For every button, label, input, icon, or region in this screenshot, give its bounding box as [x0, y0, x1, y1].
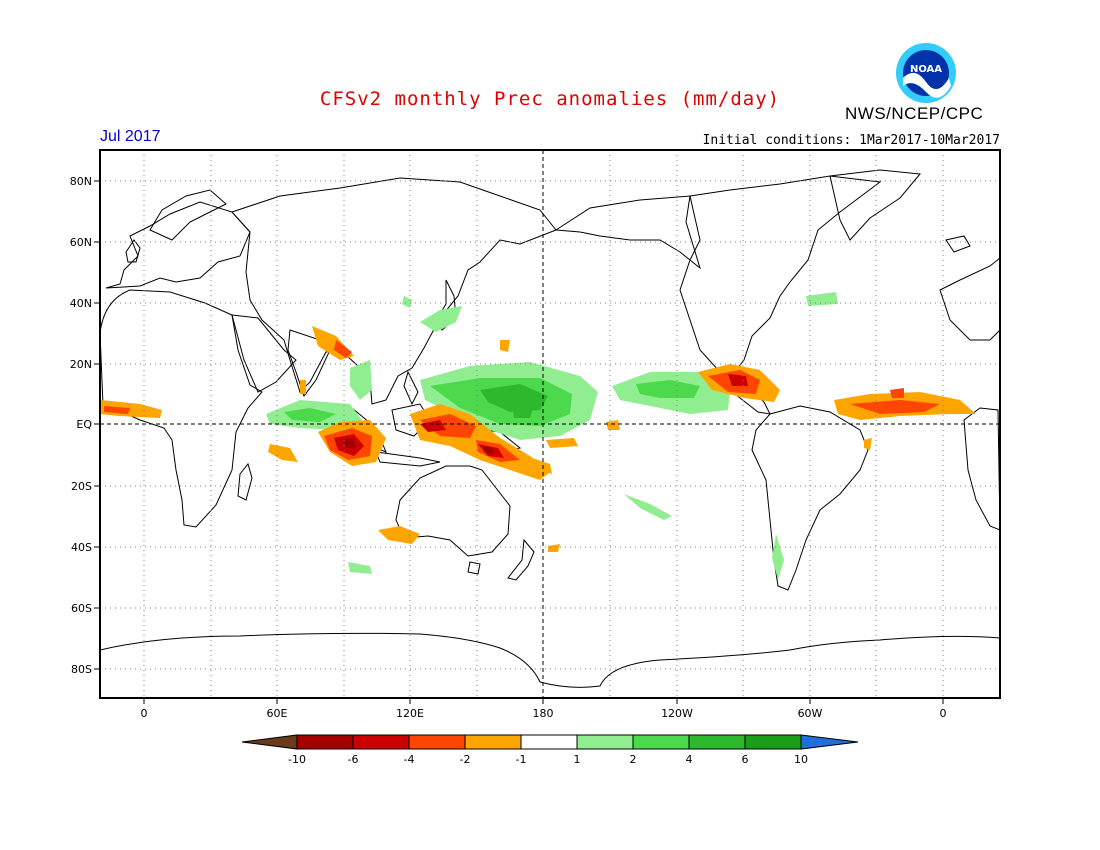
colorbar-swatch — [296, 734, 354, 750]
lon-label: 0 — [141, 707, 148, 720]
latitude-labels: 80N 60N 40N 20N EQ 20S 40S 60S 80S — [70, 175, 93, 676]
colorbar-label: 6 — [742, 753, 749, 766]
colorbar-swatch — [520, 734, 578, 750]
axis-ticks — [94, 180, 944, 704]
lat-label: 20S — [71, 480, 92, 493]
colorbar-label: 2 — [630, 753, 637, 766]
graticule — [100, 150, 1000, 698]
lat-label: 80S — [71, 663, 92, 676]
lat-label: 60N — [70, 236, 92, 249]
colorbar-label: 10 — [794, 753, 808, 766]
lon-label: 0 — [940, 707, 947, 720]
colorbar-swatch — [688, 734, 746, 750]
map-content — [100, 150, 1000, 698]
colorbar-swatch — [744, 734, 802, 750]
lat-label: 80N — [70, 175, 92, 188]
lon-label: 120W — [661, 707, 693, 720]
noaa-logo-text: NOAA — [910, 64, 942, 75]
lon-label: 180 — [533, 707, 554, 720]
lon-label: 60W — [798, 707, 823, 720]
colorbar-swatch — [464, 734, 522, 750]
lat-label: 40N — [70, 297, 92, 310]
colorbar-swatch — [632, 734, 690, 750]
longitude-labels: 0 60E 120E 180 120W 60W 0 — [141, 707, 947, 720]
agency-label: NWS/NCEP/CPC — [845, 104, 984, 123]
colorbar-label: -4 — [404, 753, 415, 766]
colorbar-label: -2 — [460, 753, 471, 766]
coastlines — [100, 169, 1000, 688]
lat-label: EQ — [76, 418, 92, 431]
lon-label: 120E — [396, 707, 424, 720]
colorbar-labels: -10 -6 -4 -2 -1 1 2 4 6 10 — [288, 753, 808, 766]
colorbar-label: 1 — [574, 753, 581, 766]
colorbar-label: -10 — [288, 753, 306, 766]
noaa-logo: NOAA — [896, 43, 956, 103]
colorbar-swatch — [576, 734, 634, 750]
lat-label: 20N — [70, 358, 92, 371]
colorbar-label: -1 — [516, 753, 527, 766]
precip-anomaly-fields — [100, 292, 976, 580]
initial-conditions: Initial conditions: 1Mar2017-10Mar2017 — [702, 133, 1000, 148]
lon-label: 60E — [267, 707, 288, 720]
colorbar-label: -6 — [348, 753, 359, 766]
colorbar — [241, 734, 859, 750]
lat-label: 40S — [71, 541, 92, 554]
colorbar-lower-arrow — [241, 734, 298, 750]
lat-label: 60S — [71, 602, 92, 615]
colorbar-label: 4 — [686, 753, 693, 766]
colorbar-swatch — [408, 734, 466, 750]
equator-dateline — [100, 150, 1000, 698]
colorbar-upper-arrow — [800, 734, 859, 750]
map-title: CFSv2 monthly Prec anomalies (mm/day) — [319, 88, 781, 110]
forecast-month: Jul 2017 — [100, 128, 161, 145]
colorbar-swatch — [352, 734, 410, 750]
